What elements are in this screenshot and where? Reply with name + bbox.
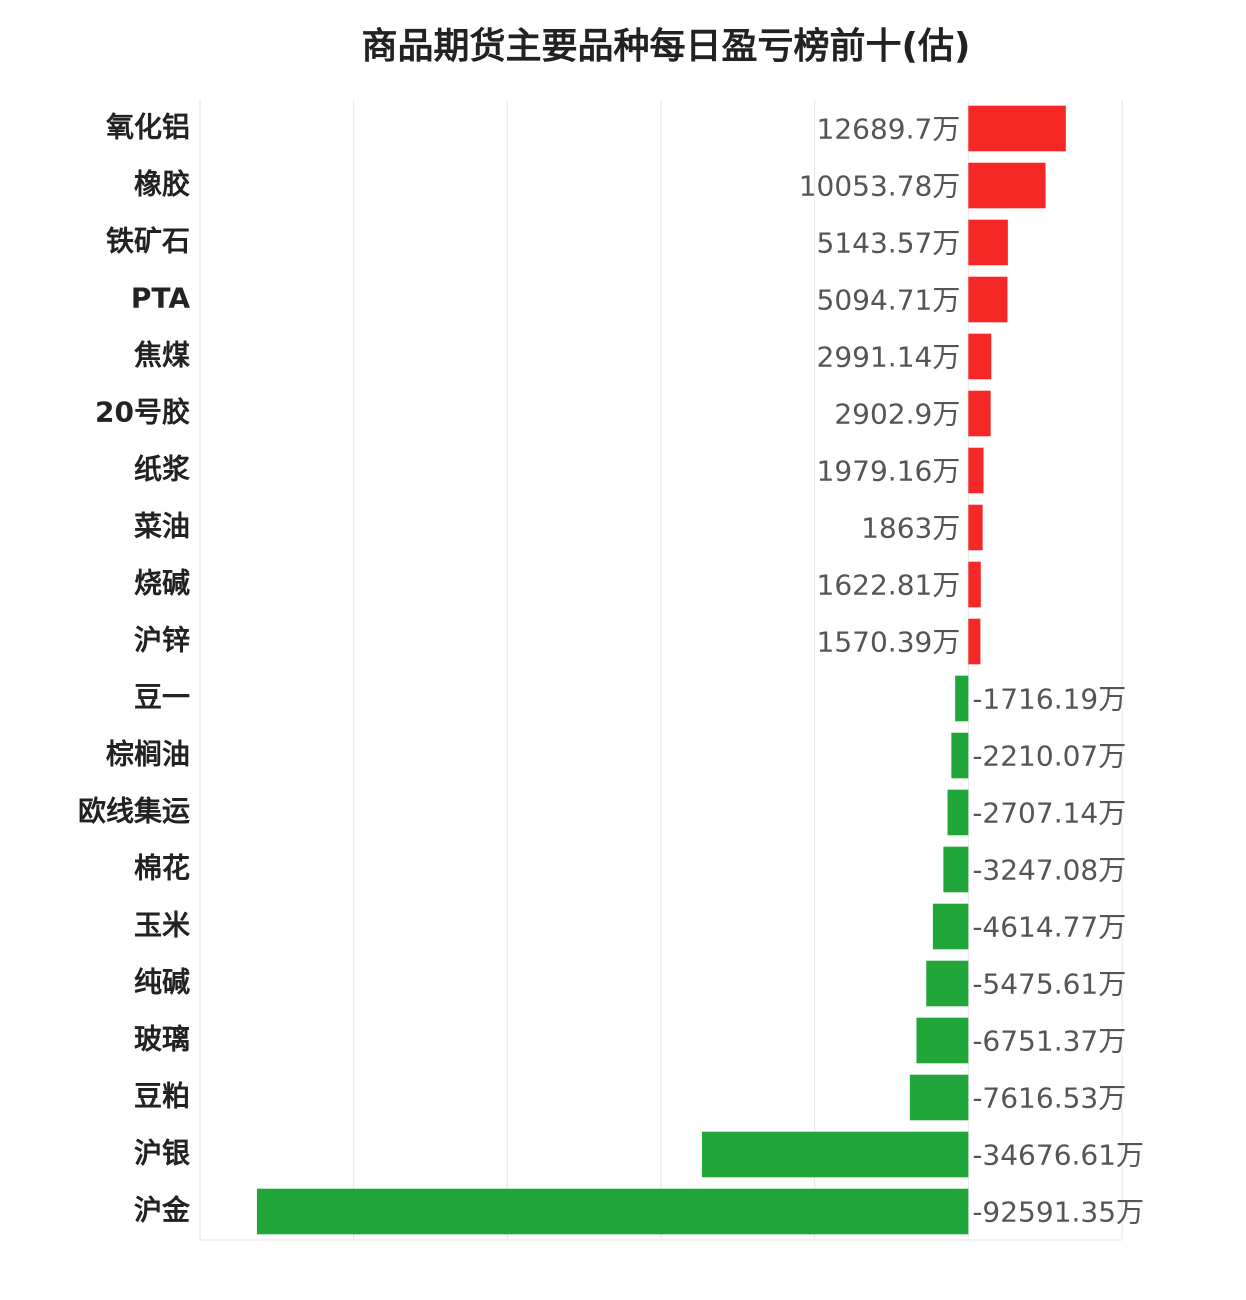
bar: [955, 675, 969, 722]
value-label: -1716.19万: [972, 683, 1126, 716]
value-label: 10053.78万: [799, 170, 961, 203]
bar: [968, 105, 1066, 152]
y-tick-label: 20号胶: [95, 396, 190, 429]
value-label: 1570.39万: [817, 626, 961, 659]
y-tick-label: 菜油: [134, 510, 190, 543]
bar: [951, 732, 969, 779]
bar: [968, 333, 992, 380]
value-label: -2707.14万: [972, 797, 1126, 830]
value-label: -4614.77万: [972, 911, 1126, 944]
value-label: -6751.37万: [972, 1025, 1126, 1058]
y-tick-label: 氧化铝: [106, 111, 190, 144]
bar: [932, 903, 969, 950]
y-tick-label: 焦煤: [134, 339, 190, 372]
value-label: -3247.08万: [972, 854, 1126, 887]
bar: [256, 1188, 969, 1235]
y-tick-label: 沪锌: [134, 624, 190, 657]
bar: [968, 504, 983, 551]
value-label: 1622.81万: [817, 569, 961, 602]
y-tick-label: PTA: [131, 282, 190, 315]
value-label: -7616.53万: [972, 1082, 1126, 1115]
y-tick-label: 沪银: [134, 1137, 191, 1170]
bar: [968, 447, 984, 494]
bar: [947, 789, 969, 836]
value-label: -5475.61万: [972, 968, 1126, 1001]
y-tick-label: 棕榈油: [106, 738, 190, 771]
value-label: 12689.7万: [817, 113, 961, 146]
bar: [916, 1017, 969, 1064]
y-tick-label: 玻璃: [134, 1023, 190, 1056]
y-tick-label: 铁矿石: [106, 225, 190, 258]
bar: [968, 618, 981, 665]
bar: [968, 561, 981, 608]
y-tick-label: 橡胶: [134, 168, 190, 201]
bar: [926, 960, 969, 1007]
value-label: 5143.57万: [817, 227, 961, 260]
bar: [968, 390, 991, 437]
value-label: 2902.9万: [834, 398, 960, 431]
value-label: -2210.07万: [972, 740, 1126, 773]
bar: [701, 1131, 969, 1178]
y-tick-label: 纯碱: [134, 966, 190, 999]
value-label: 1979.16万: [817, 455, 961, 488]
y-tick-label: 豆粕: [134, 1080, 190, 1113]
value-label: 5094.71万: [817, 284, 961, 317]
value-label: -34676.61万: [972, 1139, 1144, 1172]
bar: [968, 162, 1046, 209]
bar: [909, 1074, 969, 1121]
bar: [943, 846, 969, 893]
bar: [968, 219, 1008, 266]
y-tick-label: 纸浆: [134, 453, 191, 486]
chart-title: 商品期货主要品种每日盈亏榜前十(估): [362, 26, 971, 67]
bar: [968, 276, 1008, 323]
y-tick-label: 玉米: [134, 909, 190, 942]
value-label: 1863万: [861, 512, 960, 545]
y-tick-label: 沪金: [134, 1194, 191, 1227]
value-label: 2991.14万: [817, 341, 961, 374]
y-tick-label: 棉花: [134, 852, 190, 885]
y-tick-label: 烧碱: [134, 567, 190, 600]
value-label: -92591.35万: [972, 1196, 1144, 1229]
y-tick-label: 欧线集运: [78, 795, 190, 828]
y-tick-label: 豆一: [134, 681, 190, 714]
